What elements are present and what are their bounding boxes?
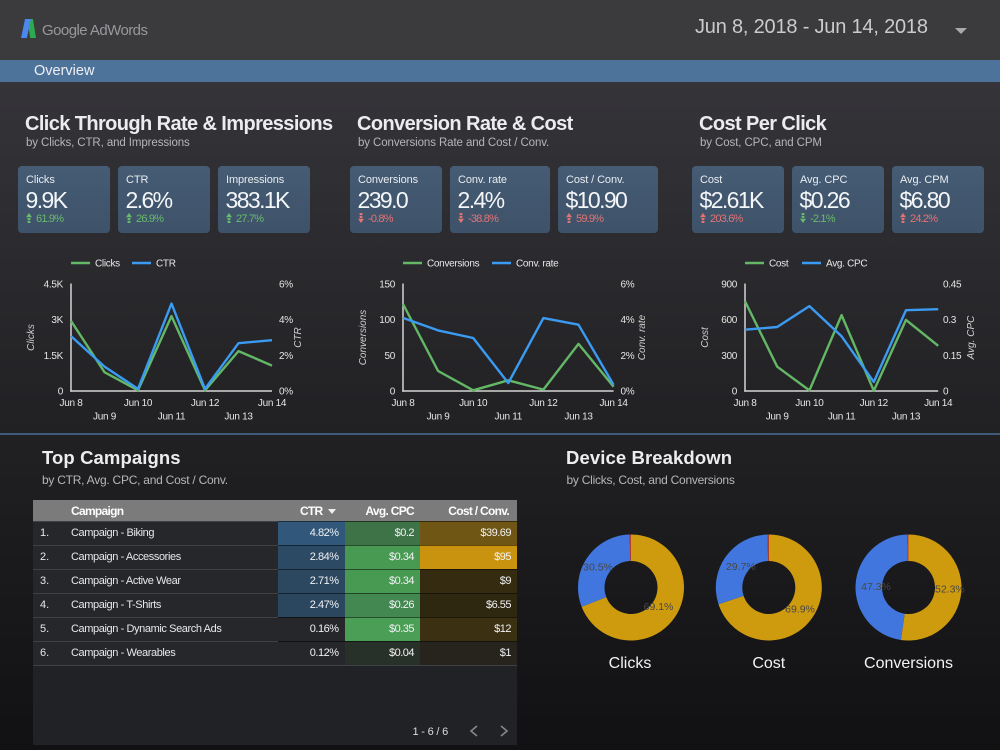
svg-text:Avg. CPC: Avg. CPC [966,315,977,360]
svg-text:Jun 11: Jun 11 [158,412,186,423]
svg-text:0.15: 0.15 [943,351,962,362]
svg-text:69.1%: 69.1% [644,601,674,613]
svg-text:0%: 0% [621,387,635,398]
svg-text:0: 0 [58,387,64,398]
svg-text:Jun 14: Jun 14 [599,398,628,409]
svg-text:6%: 6% [621,280,635,291]
svg-text:150: 150 [379,280,396,291]
svg-text:1.5K: 1.5K [44,351,64,362]
svg-text:0.3: 0.3 [943,315,957,326]
svg-text:Jun 10: Jun 10 [795,398,824,409]
svg-text:3K: 3K [51,315,63,326]
svg-text:Cost: Cost [700,326,711,348]
svg-text:0: 0 [390,387,396,398]
svg-text:2%: 2% [621,351,635,362]
svg-text:Clicks: Clicks [609,655,652,672]
svg-text:Jun 11: Jun 11 [828,412,856,423]
svg-text:Jun 13: Jun 13 [892,412,921,423]
svg-text:47.3%: 47.3% [861,581,891,593]
svg-text:Jun 12: Jun 12 [860,398,889,409]
svg-text:6%: 6% [279,280,293,291]
svg-text:52.3%: 52.3% [935,584,965,596]
svg-text:Avg. CPC: Avg. CPC [826,259,867,270]
svg-text:CTR: CTR [156,259,176,270]
svg-text:Cost: Cost [752,655,785,672]
svg-text:4%: 4% [279,315,293,326]
svg-text:Jun 9: Jun 9 [766,412,790,423]
svg-text:2%: 2% [279,351,293,362]
svg-text:Cost: Cost [769,259,789,270]
svg-text:Jun 10: Jun 10 [459,398,488,409]
svg-text:30.5%: 30.5% [583,562,613,574]
svg-text:50: 50 [384,351,395,362]
svg-text:69.9%: 69.9% [785,604,815,616]
svg-text:300: 300 [721,351,738,362]
svg-text:Jun 13: Jun 13 [564,412,593,423]
svg-text:Conversions: Conversions [427,259,480,270]
svg-text:Conversions: Conversions [358,310,369,366]
svg-text:4.5K: 4.5K [44,280,64,291]
svg-text:Jun 8: Jun 8 [734,398,758,409]
svg-text:CTR: CTR [293,327,304,348]
svg-text:Jun 11: Jun 11 [495,412,523,423]
svg-text:Jun 9: Jun 9 [93,412,117,423]
svg-text:Jun 14: Jun 14 [258,398,287,409]
svg-text:600: 600 [721,315,738,326]
svg-text:Clicks: Clicks [95,259,120,270]
svg-text:0: 0 [732,387,738,398]
svg-text:Conv. rate: Conv. rate [637,314,648,360]
svg-text:0.45: 0.45 [943,280,962,291]
svg-text:Jun 10: Jun 10 [124,398,153,409]
svg-text:Jun 12: Jun 12 [529,398,558,409]
svg-text:0%: 0% [279,387,293,398]
svg-text:0: 0 [943,387,949,398]
svg-text:100: 100 [379,315,396,326]
svg-text:Jun 14: Jun 14 [924,398,953,409]
svg-text:Clicks: Clicks [26,324,37,351]
svg-text:Jun 12: Jun 12 [191,398,220,409]
svg-text:900: 900 [721,280,738,291]
svg-text:Conversions: Conversions [864,655,953,672]
svg-text:Jun 8: Jun 8 [392,398,416,409]
svg-text:29.7%: 29.7% [726,561,756,573]
svg-text:Jun 9: Jun 9 [427,412,451,423]
svg-text:Conv. rate: Conv. rate [516,259,559,270]
svg-text:Jun 13: Jun 13 [224,412,253,423]
svg-text:Jun 8: Jun 8 [60,398,84,409]
svg-text:4%: 4% [621,315,635,326]
